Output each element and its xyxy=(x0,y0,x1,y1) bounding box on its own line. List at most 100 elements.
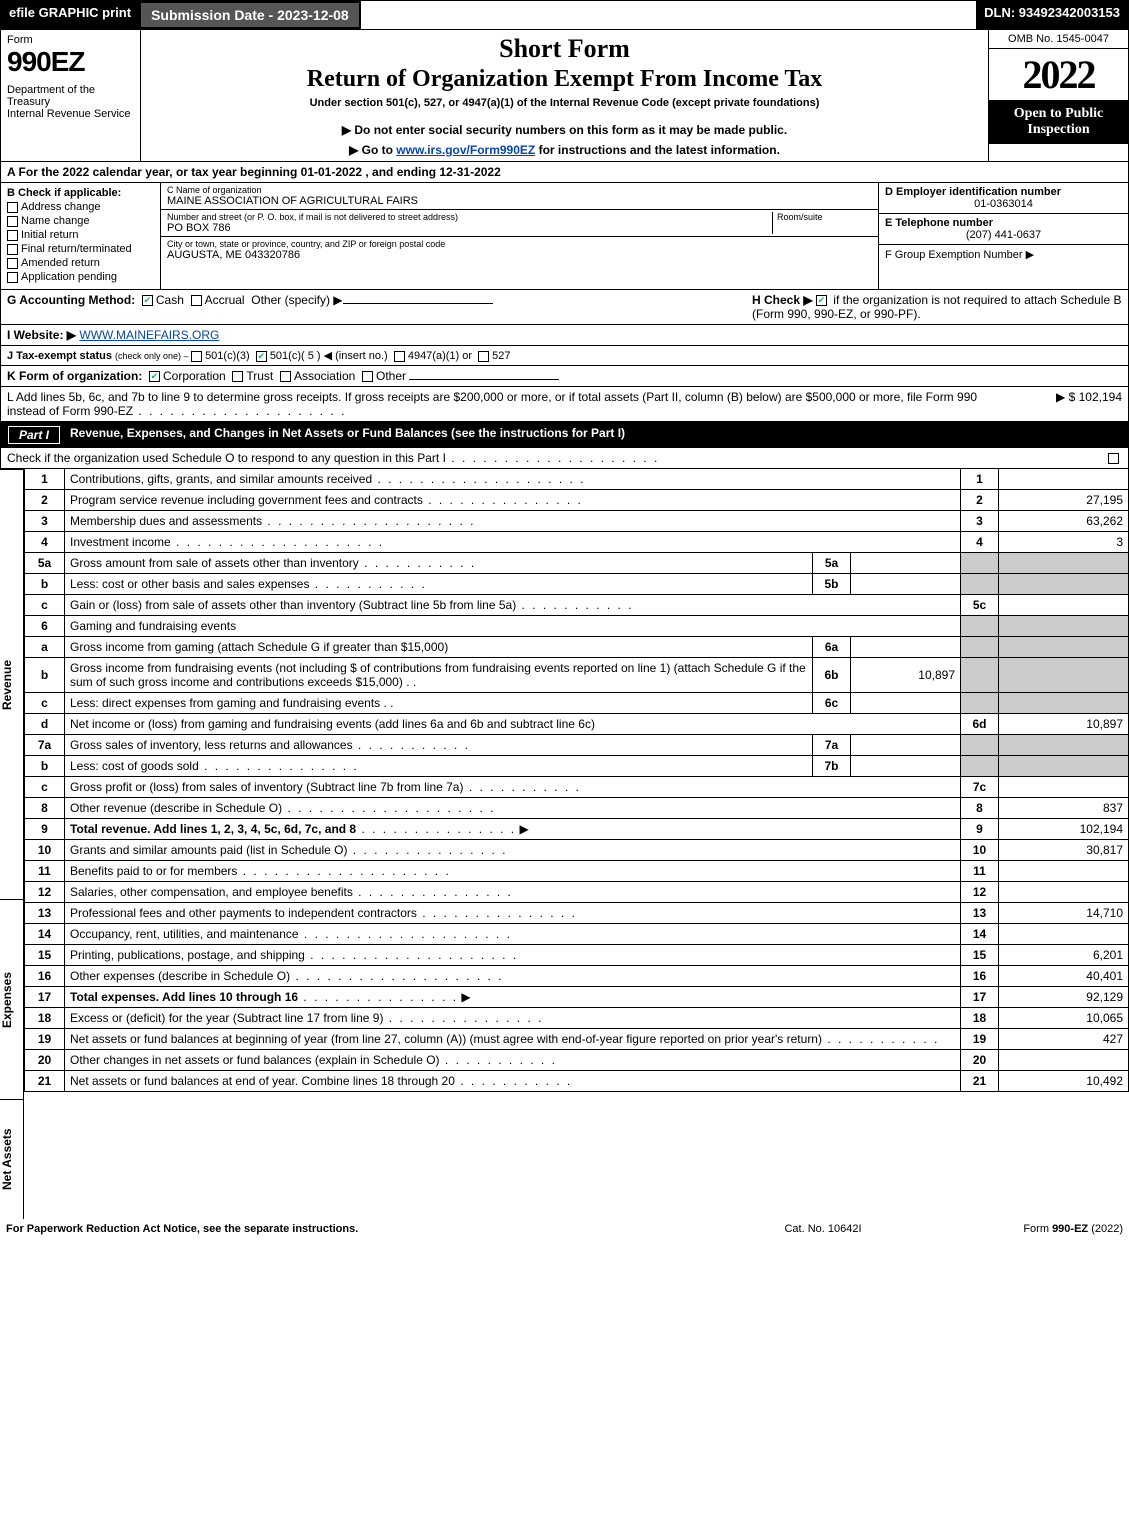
k-label: K Form of organization: xyxy=(7,369,142,383)
omb-number: OMB No. 1545-0047 xyxy=(989,30,1128,49)
e-tel: E Telephone number (207) 441-0637 xyxy=(879,214,1128,245)
line-1: 1Contributions, gifts, grants, and simil… xyxy=(25,469,1129,490)
header-center: Short Form Return of Organization Exempt… xyxy=(141,30,988,161)
c-name-label: C Name of organization xyxy=(167,185,872,195)
chk-h[interactable] xyxy=(816,295,827,306)
form-header: Form 990EZ Department of the Treasury In… xyxy=(0,30,1129,162)
open-inspection: Open to Public Inspection xyxy=(989,100,1128,144)
netassets-sidelabel: Net Assets xyxy=(0,1099,24,1219)
org-street: PO BOX 786 xyxy=(167,222,772,234)
line-20: 20Other changes in net assets or fund ba… xyxy=(25,1050,1129,1071)
return-title: Return of Organization Exempt From Incom… xyxy=(149,66,980,93)
line-9: 9Total revenue. Add lines 1, 2, 3, 4, 5c… xyxy=(25,819,1129,840)
row-k-orgform: K Form of organization: Corporation Trus… xyxy=(0,366,1129,387)
chk-527[interactable] xyxy=(478,351,489,362)
part1-check: Check if the organization used Schedule … xyxy=(0,448,1129,469)
line-7c: cGross profit or (loss) from sales of in… xyxy=(25,777,1129,798)
line-19: 19Net assets or fund balances at beginni… xyxy=(25,1029,1129,1050)
b-label: B Check if applicable: xyxy=(7,187,154,199)
header-left: Form 990EZ Department of the Treasury In… xyxy=(1,30,141,161)
website-link[interactable]: WWW.MAINEFAIRS.ORG xyxy=(79,328,219,342)
chk-address-change[interactable]: Address change xyxy=(7,201,154,213)
h-label: H Check ▶ xyxy=(752,293,813,307)
footer-center: Cat. No. 10642I xyxy=(723,1223,923,1235)
j-note: (check only one) – xyxy=(115,351,191,361)
short-form-title: Short Form xyxy=(149,34,980,64)
expenses-sidelabel: Expenses xyxy=(0,899,24,1099)
line-21: 21Net assets or fund balances at end of … xyxy=(25,1071,1129,1092)
f-group: F Group Exemption Number ▶ xyxy=(879,245,1128,264)
chk-app-pending[interactable]: Application pending xyxy=(7,271,154,283)
org-city: AUGUSTA, ME 043320786 xyxy=(167,249,872,261)
form-word: Form xyxy=(7,34,134,46)
row-l-gross: L Add lines 5b, 6c, and 7b to line 9 to … xyxy=(0,387,1129,422)
dept-label: Department of the Treasury Internal Reve… xyxy=(7,84,134,120)
chk-corp[interactable] xyxy=(149,371,160,382)
chk-cash[interactable] xyxy=(142,295,153,306)
d-ein: D Employer identification number 01-0363… xyxy=(879,183,1128,214)
line-7a: 7aGross sales of inventory, less returns… xyxy=(25,735,1129,756)
dln-label: DLN: 93492342003153 xyxy=(976,1,1128,29)
part-label: Part I xyxy=(8,426,60,444)
line-2: 2Program service revenue including gover… xyxy=(25,490,1129,511)
chk-501c[interactable] xyxy=(256,351,267,362)
goto-post: for instructions and the latest informat… xyxy=(535,143,780,157)
part1-header: Part I Revenue, Expenses, and Changes in… xyxy=(0,422,1129,448)
chk-trust[interactable] xyxy=(232,371,243,382)
other-org-specify[interactable] xyxy=(409,379,559,380)
tax-year: 2022 xyxy=(989,49,1128,100)
row-g-h: G Accounting Method: Cash Accrual Other … xyxy=(0,290,1129,325)
col-b-checkboxes: B Check if applicable: Address change Na… xyxy=(1,183,161,289)
line-6: 6Gaming and fundraising events xyxy=(25,616,1129,637)
line-12: 12Salaries, other compensation, and empl… xyxy=(25,882,1129,903)
chk-accrual[interactable] xyxy=(191,295,202,306)
irs-link[interactable]: www.irs.gov/Form990EZ xyxy=(396,143,535,157)
col-c-org: C Name of organization MAINE ASSOCIATION… xyxy=(161,183,878,289)
l-amount: ▶ $ 102,194 xyxy=(1002,390,1122,418)
chk-amended[interactable]: Amended return xyxy=(7,257,154,269)
c-city-label: City or town, state or province, country… xyxy=(167,239,872,249)
line-17: 17Total expenses. Add lines 10 through 1… xyxy=(25,987,1129,1008)
line-5a: 5aGross amount from sale of assets other… xyxy=(25,553,1129,574)
line-10: 10Grants and similar amounts paid (list … xyxy=(25,840,1129,861)
c-street-label: Number and street (or P. O. box, if mail… xyxy=(167,212,772,222)
line-6d: dNet income or (loss) from gaming and fu… xyxy=(25,714,1129,735)
line-6b: bGross income from fundraising events (n… xyxy=(25,658,1129,693)
line-6c: cLess: direct expenses from gaming and f… xyxy=(25,693,1129,714)
g-accounting: G Accounting Method: Cash Accrual Other … xyxy=(7,293,752,321)
i-label: I Website: ▶ xyxy=(7,328,76,342)
g-label: G Accounting Method: xyxy=(7,293,135,307)
h-check: H Check ▶ if the organization is not req… xyxy=(752,293,1122,321)
chk-name-change[interactable]: Name change xyxy=(7,215,154,227)
chk-final-return[interactable]: Final return/terminated xyxy=(7,243,154,255)
c-name-row: C Name of organization MAINE ASSOCIATION… xyxy=(161,183,878,210)
side-labels: Revenue Expenses Net Assets xyxy=(0,469,24,1219)
chk-initial-return[interactable]: Initial return xyxy=(7,229,154,241)
efile-label[interactable]: efile GRAPHIC print xyxy=(1,1,139,29)
ein-value: 01-0363014 xyxy=(885,198,1122,210)
lines-table-wrap: 1Contributions, gifts, grants, and simil… xyxy=(24,469,1129,1219)
chk-assoc[interactable] xyxy=(280,371,291,382)
lines-table: 1Contributions, gifts, grants, and simil… xyxy=(24,469,1129,1092)
line-14: 14Occupancy, rent, utilities, and mainte… xyxy=(25,924,1129,945)
j-label: J Tax-exempt status xyxy=(7,350,112,362)
line-8: 8Other revenue (describe in Schedule O)8… xyxy=(25,798,1129,819)
line-5b: bLess: cost or other basis and sales exp… xyxy=(25,574,1129,595)
line-15: 15Printing, publications, postage, and s… xyxy=(25,945,1129,966)
line-13: 13Professional fees and other payments t… xyxy=(25,903,1129,924)
form-number: 990EZ xyxy=(7,46,134,78)
chk-schedule-o[interactable] xyxy=(1108,453,1119,464)
submission-date: Submission Date - 2023-12-08 xyxy=(139,1,361,29)
spacer xyxy=(361,1,976,29)
c-city-row: City or town, state or province, country… xyxy=(161,237,878,263)
chk-4947[interactable] xyxy=(394,351,405,362)
line-5c: cGain or (loss) from sale of assets othe… xyxy=(25,595,1129,616)
line-4: 4Investment income43 xyxy=(25,532,1129,553)
line-18: 18Excess or (deficit) for the year (Subt… xyxy=(25,1008,1129,1029)
line-7b: bLess: cost of goods sold7b xyxy=(25,756,1129,777)
row-j-status: J Tax-exempt status (check only one) – 5… xyxy=(0,346,1129,366)
section-bcdef: B Check if applicable: Address change Na… xyxy=(0,183,1129,290)
other-specify[interactable] xyxy=(343,303,493,304)
chk-other-org[interactable] xyxy=(362,371,373,382)
chk-501c3[interactable] xyxy=(191,351,202,362)
